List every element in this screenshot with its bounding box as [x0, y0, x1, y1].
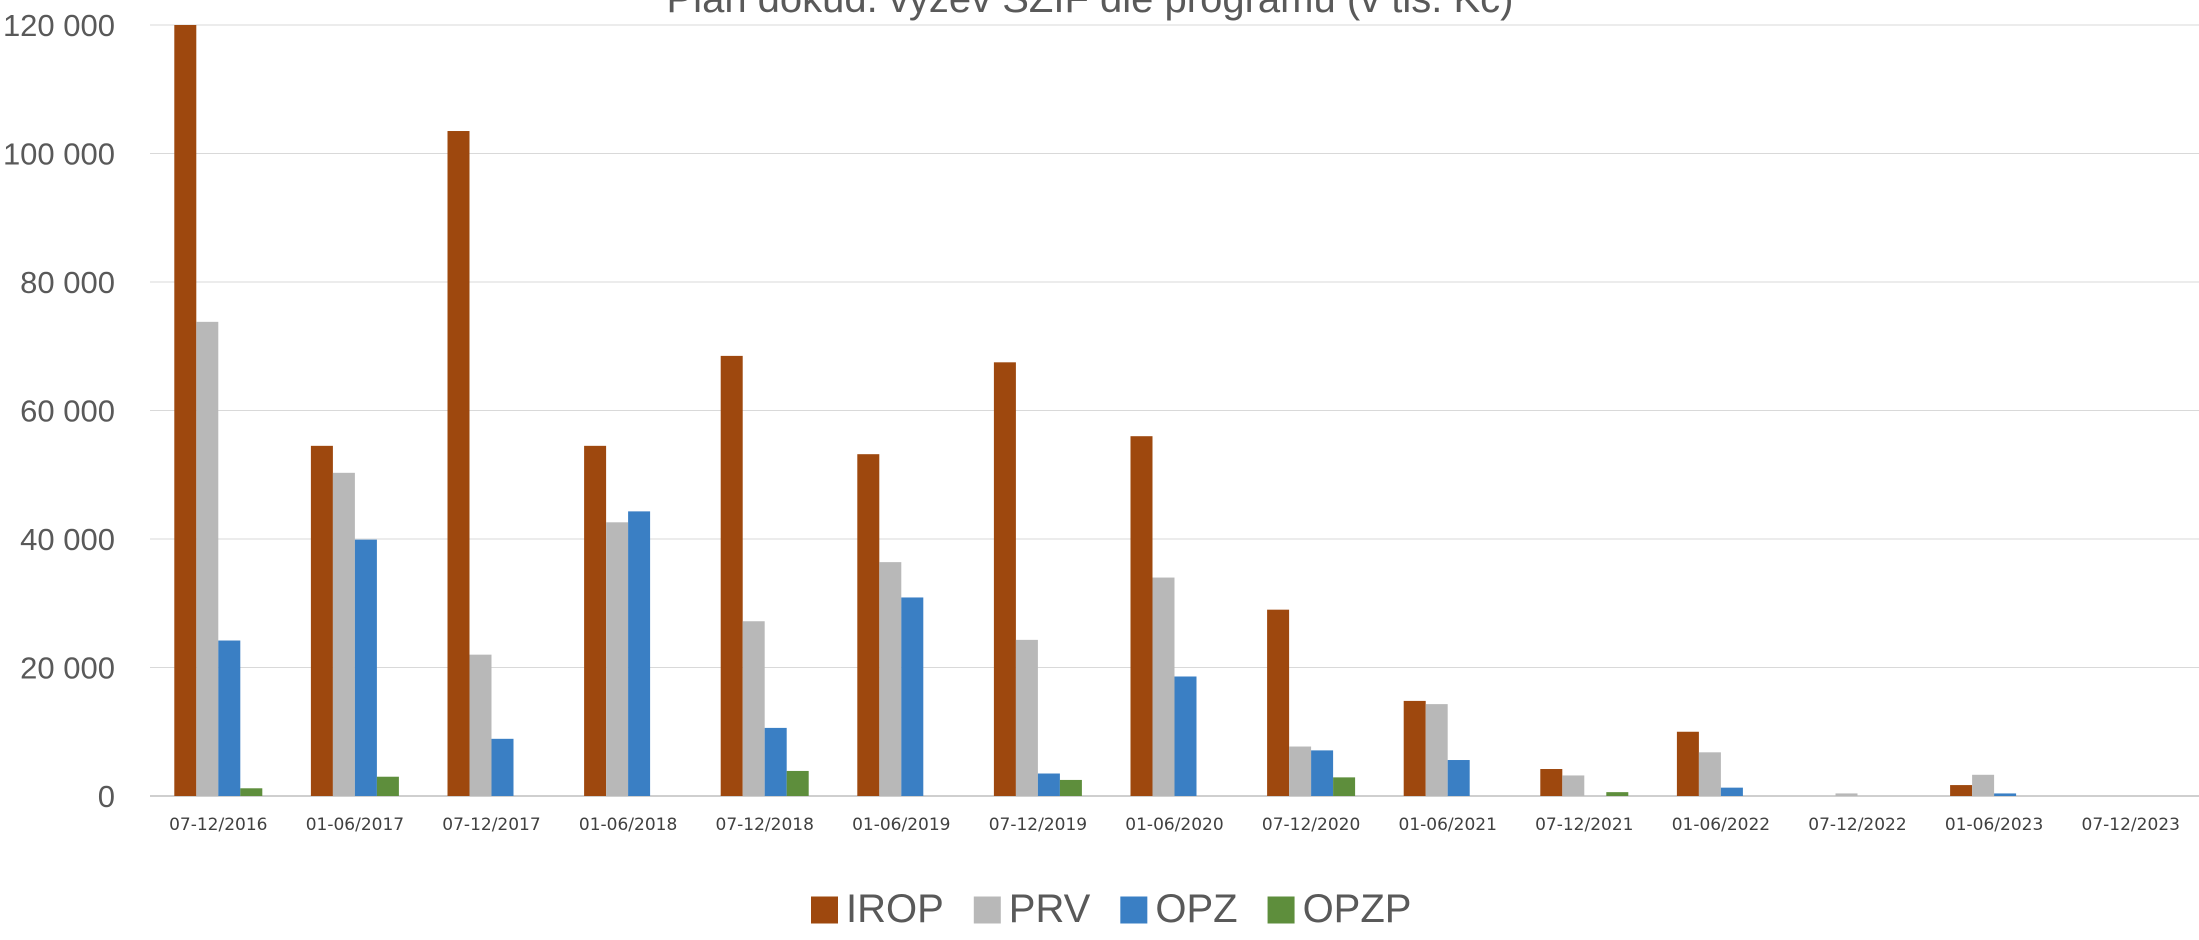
x-tick-label: 01-06/2019 — [852, 815, 950, 835]
legend-swatch-opzp — [1267, 896, 1295, 924]
bar-prv-9 — [1425, 704, 1448, 796]
x-tick-label: 01-06/2022 — [1672, 815, 1770, 835]
bar-prv-10 — [1562, 775, 1585, 796]
bar-prv-2 — [469, 654, 492, 796]
bar-opzp-10 — [1606, 792, 1629, 796]
bar-opz-5 — [901, 597, 924, 796]
bar-irop-10 — [1540, 769, 1563, 796]
bar-prv-3 — [606, 522, 629, 796]
bar-opzp-0 — [240, 788, 263, 796]
bar-prv-12 — [1835, 793, 1858, 796]
bar-irop-0 — [174, 25, 197, 796]
bar-opzp-4 — [786, 770, 809, 796]
bar-opzp-8 — [1333, 777, 1356, 796]
bar-irop-2 — [447, 131, 470, 796]
x-tick-label: 07-12/2020 — [1262, 815, 1360, 835]
bar-opz-6 — [1037, 773, 1060, 796]
bar-opz-4 — [764, 727, 787, 796]
bar-opz-3 — [628, 511, 651, 796]
bar-prv-1 — [332, 472, 355, 796]
y-tick-label: 20 000 — [20, 651, 115, 686]
x-tick-label: 07-12/2017 — [442, 815, 540, 835]
y-tick-label: 40 000 — [20, 522, 115, 557]
bar-opz-1 — [354, 539, 377, 796]
bar-opz-7 — [1174, 676, 1197, 796]
bar-opz-11 — [1720, 787, 1743, 796]
legend-label-prv: PRV — [1009, 887, 1091, 931]
bar-prv-11 — [1698, 752, 1721, 796]
bar-irop-4 — [720, 355, 743, 796]
chart-title: Plán dokud. výzev SZIF dle programu (v t… — [667, 0, 1514, 21]
bar-prv-7 — [1152, 577, 1175, 796]
bar-opz-9 — [1447, 760, 1470, 796]
bar-opzp-6 — [1059, 779, 1082, 796]
legend-label-opzp: OPZP — [1303, 887, 1412, 931]
y-tick-label: 100 000 — [3, 137, 115, 172]
x-tick-label: 01-06/2017 — [306, 815, 404, 835]
bar-opzp-1 — [376, 776, 399, 796]
bar-opz-0 — [218, 640, 241, 796]
bar-irop-13 — [1950, 785, 1973, 796]
legend-swatch-opz — [1120, 896, 1148, 924]
y-tick-label: 80 000 — [20, 265, 115, 300]
bar-irop-9 — [1403, 700, 1426, 796]
bar-prv-8 — [1289, 746, 1312, 796]
x-tick-label: 07-12/2023 — [2082, 815, 2180, 835]
x-tick-label: 01-06/2020 — [1125, 815, 1223, 835]
y-tick-label: 120 000 — [3, 8, 115, 43]
bar-irop-7 — [1130, 436, 1153, 796]
x-tick-label: 07-12/2018 — [716, 815, 814, 835]
bar-opz-2 — [491, 738, 514, 796]
legend-swatch-irop — [811, 896, 838, 924]
bar-irop-3 — [584, 445, 607, 796]
bar-prv-5 — [879, 562, 902, 796]
bar-irop-1 — [310, 445, 333, 796]
bar-prv-6 — [1015, 639, 1038, 796]
y-tick-label: 0 — [98, 779, 115, 814]
x-axis: 07-12/2016 01-06/2017 07-12/2017 01-06/2018… — [169, 815, 2180, 835]
bar-prv-0 — [196, 321, 219, 796]
legend-label-opz: OPZ — [1155, 887, 1237, 931]
bar-opz-8 — [1311, 750, 1334, 796]
legend: IROP PRV OPZ OPZP — [811, 887, 1411, 931]
bar-prv-13 — [1972, 774, 1995, 796]
bar-irop-8 — [1267, 609, 1290, 796]
bar-irop-5 — [857, 454, 880, 796]
y-tick-label: 60 000 — [20, 394, 115, 429]
x-tick-label: 01-06/2023 — [1945, 815, 2043, 835]
x-tick-label: 07-12/2016 — [169, 815, 267, 835]
bar-opz-13 — [1994, 793, 2017, 796]
bar-irop-6 — [993, 362, 1016, 796]
x-tick-label: 07-12/2021 — [1535, 815, 1633, 835]
x-tick-label: 07-12/2022 — [1808, 815, 1906, 835]
legend-label-irop: IROP — [846, 887, 944, 931]
bar-prv-4 — [742, 621, 765, 796]
bar-irop-11 — [1676, 731, 1699, 796]
x-tick-label: 01-06/2021 — [1399, 815, 1497, 835]
x-tick-label: 07-12/2019 — [989, 815, 1087, 835]
y-axis: 0 20 000 40 000 60 000 80 000 100 000 120 000 — [3, 8, 115, 814]
bars — [174, 25, 2017, 796]
x-tick-label: 01-06/2018 — [579, 815, 677, 835]
legend-swatch-prv — [973, 896, 1001, 924]
